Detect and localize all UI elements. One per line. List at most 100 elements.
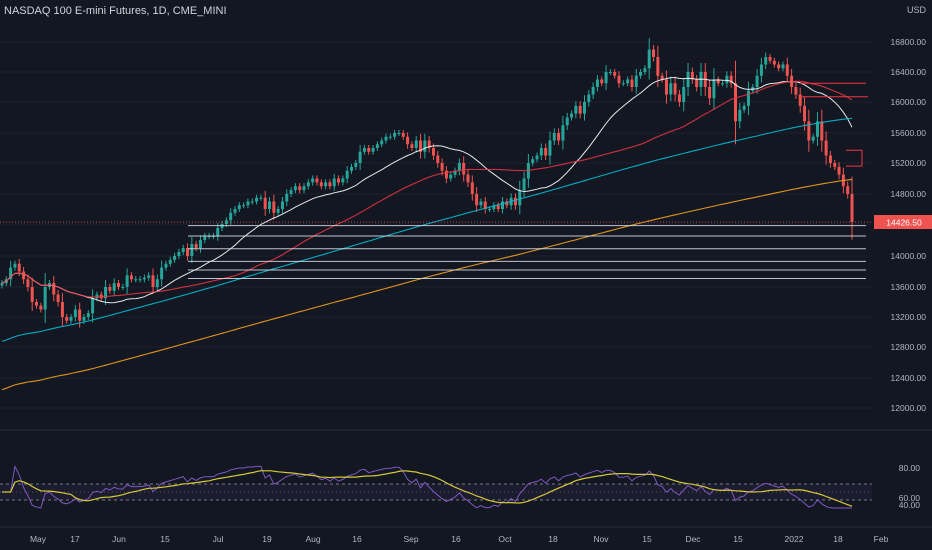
candle-body — [198, 240, 202, 248]
candle-body — [755, 75, 759, 87]
candle-body — [125, 275, 129, 287]
candle-body — [43, 287, 47, 310]
candle-body — [729, 75, 733, 84]
candle-body — [794, 87, 798, 95]
candle-body — [828, 155, 832, 163]
candle-body — [160, 267, 164, 280]
x-tick-label: 18 — [833, 534, 843, 544]
candle-body — [319, 182, 323, 187]
candle-body — [302, 186, 306, 191]
x-tick-label: Jun — [112, 534, 126, 544]
candle-body — [345, 170, 349, 179]
candle-body — [419, 140, 423, 152]
candle-body — [781, 64, 785, 69]
candle-body — [673, 83, 677, 95]
candle-body — [531, 159, 535, 163]
price-badge-label: 14426.50 — [886, 218, 922, 228]
x-tick-label: Oct — [498, 534, 512, 544]
candle-body — [669, 83, 673, 95]
candle-body — [9, 267, 13, 280]
candle-body — [177, 252, 181, 256]
candle-body — [293, 186, 297, 191]
candle-body — [186, 248, 190, 256]
y-tick-label: 12000.00 — [891, 403, 927, 413]
candle-body — [276, 209, 280, 213]
candle-body — [436, 155, 440, 163]
candle-body — [777, 64, 781, 69]
candle-body — [268, 201, 272, 209]
candle-body — [462, 163, 466, 175]
candle-body — [367, 148, 371, 152]
candle-body — [764, 57, 768, 65]
candle-body — [677, 94, 681, 102]
candle-body — [358, 151, 362, 163]
candle-body — [664, 79, 668, 95]
candle-body — [164, 263, 168, 268]
candle-body — [570, 113, 574, 118]
candle-body — [660, 75, 664, 80]
candle-body — [427, 140, 431, 148]
candle-body — [501, 201, 505, 209]
candle-body — [647, 49, 651, 69]
y-tick-label: 15600.00 — [891, 128, 927, 138]
candle-body — [233, 209, 237, 213]
candle-body — [548, 140, 552, 156]
candle-body — [129, 275, 133, 280]
candle-body — [181, 248, 185, 252]
candle-body — [65, 317, 69, 321]
y-tick-label: 12800.00 — [891, 342, 927, 352]
candle-body — [772, 60, 776, 65]
candle-body — [682, 87, 686, 102]
candle-body — [608, 72, 612, 73]
candle-body — [116, 283, 120, 287]
x-tick-label: 17 — [70, 534, 80, 544]
x-tick-label: May — [30, 534, 47, 544]
candle-body — [708, 87, 712, 99]
candle-body — [306, 182, 310, 187]
candle-body — [600, 79, 604, 84]
x-tick-label: Feb — [874, 534, 889, 544]
candle-body — [39, 305, 43, 310]
ma-long-line — [1, 178, 853, 391]
candle-body — [690, 72, 694, 80]
y-tick-label: 14000.00 — [891, 251, 927, 261]
candle-body — [401, 133, 405, 137]
candle-body — [811, 136, 815, 141]
candle-body — [712, 79, 716, 99]
candle-body — [380, 140, 384, 145]
candle-body — [738, 109, 742, 122]
rsi-tick-label: 80.00 — [899, 463, 921, 473]
candle-body — [742, 105, 746, 110]
candle-body — [820, 121, 824, 141]
candle-body — [824, 140, 828, 156]
candle-body — [237, 205, 241, 209]
candle-body — [518, 190, 522, 206]
candle-body — [285, 194, 289, 202]
candle-body — [328, 182, 332, 187]
candle-body — [785, 64, 789, 76]
candle-body — [626, 79, 630, 84]
y-tick-label: 14800.00 — [891, 189, 927, 199]
candle-body — [78, 309, 82, 321]
candle-body — [315, 178, 319, 183]
candle-body — [734, 83, 738, 122]
candle-body — [108, 287, 112, 291]
candle-body — [552, 133, 556, 141]
candle-body — [229, 212, 233, 221]
candle-body — [250, 201, 254, 203]
candle-body — [656, 57, 660, 76]
candle-body — [496, 205, 500, 209]
candle-body — [470, 182, 474, 194]
candle-body — [35, 302, 39, 306]
candle-body — [815, 121, 819, 137]
y-tick-label: 13600.00 — [891, 282, 927, 292]
candle-body — [155, 279, 159, 287]
candle-body — [104, 287, 108, 299]
candle-body — [414, 140, 418, 148]
candle-body — [449, 174, 453, 179]
candle-body — [216, 228, 220, 236]
candle-body — [768, 57, 772, 61]
rsi-line — [2, 464, 852, 509]
